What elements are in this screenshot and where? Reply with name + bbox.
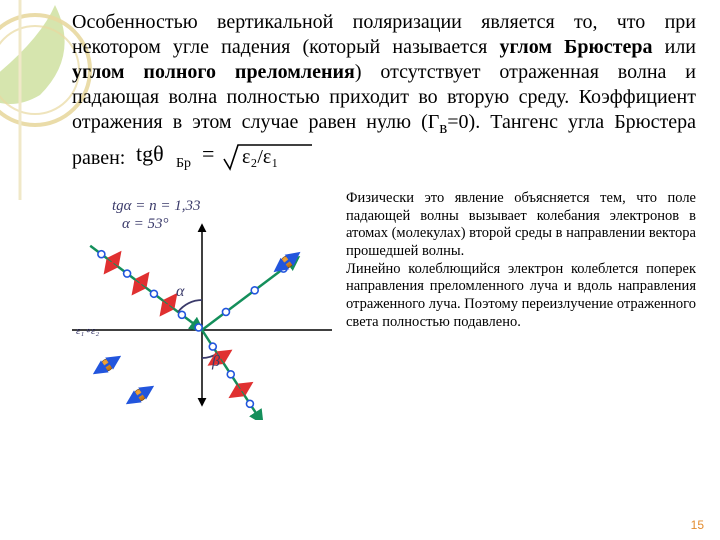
e-field-arrow <box>161 295 175 314</box>
formula-brewster: tgθ Бр = ε₂/ε₁ <box>136 139 316 180</box>
e-field-arrow <box>133 274 147 293</box>
equals-sign: = <box>202 141 214 166</box>
alpha-value-label: α = 53° <box>122 216 169 232</box>
field-marker <box>195 324 202 331</box>
eps-pair-label: ε₁∘ε₂ <box>76 325 99 337</box>
alpha-symbol: α <box>176 283 185 300</box>
n-label: tgα = n = 1,33 <box>112 198 201 214</box>
field-marker <box>150 290 157 297</box>
field-marker <box>178 311 185 318</box>
e-field-arrow <box>105 253 119 272</box>
e-field-arrow <box>231 383 251 396</box>
formula-rhs: ε₂/ε₁ <box>242 146 278 168</box>
term-full-refraction: углом полного преломления <box>72 61 355 83</box>
field-marker <box>246 400 253 407</box>
field-marker <box>251 287 258 294</box>
field-marker <box>227 371 234 378</box>
field-marker <box>124 270 131 277</box>
text: или <box>652 36 696 58</box>
page-number: 15 <box>691 518 704 532</box>
text: Физически это явление объясняется тем, ч… <box>346 190 696 259</box>
text: Линейно колеблющийся электрон колеблется… <box>346 261 696 330</box>
field-marker <box>222 308 229 315</box>
formula-lhs-sub: Бр <box>176 156 191 171</box>
top-paragraph: Особенностью вертикальной поляризации яв… <box>72 10 696 180</box>
field-marker <box>98 250 105 257</box>
brewster-diagram: tgα = n = 1,33 α = 53° α β ε₁∘ε₂ <box>72 190 332 420</box>
formula-lhs-fn: tgθ <box>136 141 164 166</box>
right-paragraph: Физически это явление объясняется тем, ч… <box>346 190 696 420</box>
beta-symbol: β <box>211 353 220 370</box>
alpha-arc <box>178 300 202 312</box>
term-brewster: углом Брюстера <box>499 36 652 58</box>
field-marker <box>209 343 216 350</box>
